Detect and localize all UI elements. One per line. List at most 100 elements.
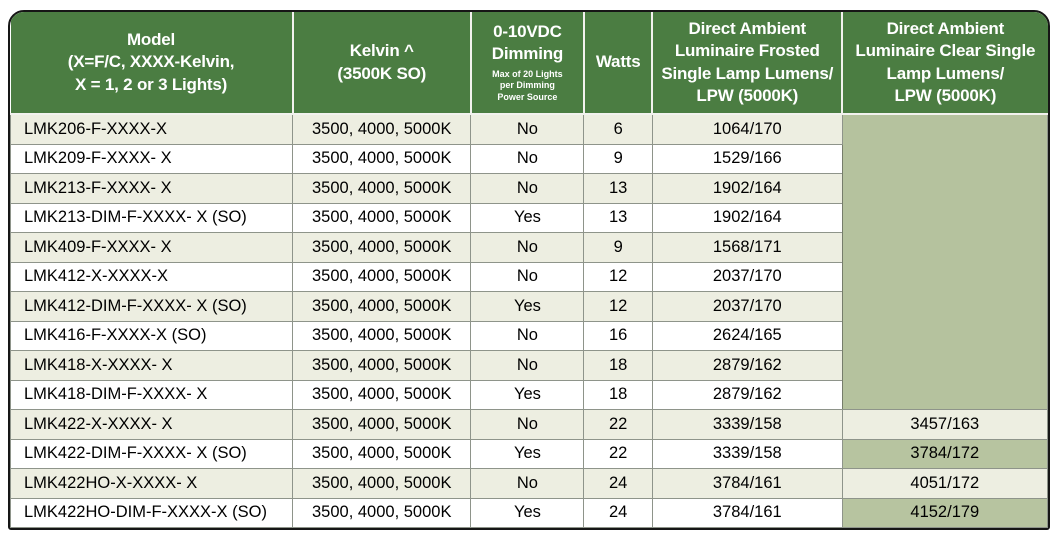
kelvin-cell: 3500, 4000, 5000K xyxy=(292,468,472,499)
model-cell: LMK412-X-XXXX-X xyxy=(10,261,294,292)
model-cell: LMK416-F-XXXX-X (SO) xyxy=(10,320,294,351)
watts-cell: 22 xyxy=(583,409,653,440)
dimming-cell: No xyxy=(470,320,585,351)
frosted-lumens-cell: 3339/158 xyxy=(651,438,843,469)
frosted-lumens-cell: 1568/171 xyxy=(651,232,843,263)
clear-lumens-empty-block xyxy=(841,113,1048,410)
kelvin-cell: 3500, 4000, 5000K xyxy=(292,232,472,263)
table-body: LMK206-F-XXXX-X 3500, 4000, 5000K No 6 1064/… xyxy=(10,113,1048,528)
watts-cell: 12 xyxy=(583,291,653,322)
frosted-lumens-cell: 1529/166 xyxy=(651,143,843,174)
watts-cell: 24 xyxy=(583,497,653,528)
table-header: Model (X=F/C, XXXX-Kelvin, X = 1, 2 or 3… xyxy=(10,12,1048,115)
dimming-cell: No xyxy=(470,173,585,204)
frosted-lumens-cell: 3339/158 xyxy=(651,409,843,440)
watts-cell: 22 xyxy=(583,438,653,469)
kelvin-cell: 3500, 4000, 5000K xyxy=(292,202,472,233)
table-row: LMK418-X-XXXX- X 3500, 4000, 5000K No 18 287… xyxy=(10,350,1048,381)
frosted-lumens-cell: 2879/162 xyxy=(651,350,843,381)
col-header-model: Model (X=F/C, XXXX-Kelvin, X = 1, 2 or 3… xyxy=(10,12,293,115)
model-cell: LMK422HO-DIM-F-XXXX-X (SO) xyxy=(10,497,294,528)
luminaire-spec-table: Model (X=F/C, XXXX-Kelvin, X = 1, 2 or 3… xyxy=(8,10,1050,530)
model-header-label: Model (X=F/C, XXXX-Kelvin, X = 1, 2 or 3… xyxy=(67,30,235,94)
dimming-cell: No xyxy=(470,350,585,381)
model-cell: LMK422-DIM-F-XXXX- X (SO) xyxy=(10,438,294,469)
header-row: Model (X=F/C, XXXX-Kelvin, X = 1, 2 or 3… xyxy=(10,12,1048,115)
frosted-lumens-cell: 2037/170 xyxy=(651,291,843,322)
table-row: LMK422HO-X-XXXX- X 3500, 4000, 5000K No 24 3… xyxy=(10,468,1048,499)
clear-lumens-cell: 4051/172 xyxy=(841,468,1048,499)
col-header-clear-lumens: Direct Ambient Luminaire Clear Single La… xyxy=(841,12,1048,115)
watts-cell: 24 xyxy=(583,468,653,499)
dimming-cell: Yes xyxy=(470,379,585,410)
dimming-cell: Yes xyxy=(470,497,585,528)
table-row: LMK412-X-XXXX-X 3500, 4000, 5000K No 12 2037… xyxy=(10,261,1048,292)
model-cell: LMK213-DIM-F-XXXX- X (SO) xyxy=(10,202,294,233)
frosted-lumens-header-label: Direct Ambient Luminaire Frosted Single … xyxy=(661,19,834,105)
dimming-header-label: 0-10VDC Dimming xyxy=(491,22,564,64)
clear-lumens-cell: 3784/172 xyxy=(841,438,1048,469)
watts-cell: 18 xyxy=(583,379,653,410)
table-row: LMK422HO-DIM-F-XXXX-X (SO) 3500, 4000, 50… xyxy=(10,497,1048,528)
frosted-lumens-cell: 2037/170 xyxy=(651,261,843,292)
model-cell: LMK409-F-XXXX- X xyxy=(10,232,294,263)
table-row: LMK409-F-XXXX- X 3500, 4000, 5000K No 9 1568… xyxy=(10,232,1048,263)
watts-cell: 16 xyxy=(583,320,653,351)
clear-lumens-cell: 4152/179 xyxy=(841,497,1048,528)
table-row: LMK422-DIM-F-XXXX- X (SO) 3500, 4000, 500… xyxy=(10,438,1048,469)
dimming-cell: No xyxy=(470,261,585,292)
clear-lumens-cell: 3457/163 xyxy=(841,409,1048,440)
model-cell: LMK412-DIM-F-XXXX- X (SO) xyxy=(10,291,294,322)
dimming-cell: Yes xyxy=(470,438,585,469)
table-row: LMK418-DIM-F-XXXX- X 3500, 4000, 5000K Yes… xyxy=(10,379,1048,410)
kelvin-cell: 3500, 4000, 5000K xyxy=(292,173,472,204)
frosted-lumens-cell: 2624/165 xyxy=(651,320,843,351)
col-header-kelvin: Kelvin ^ (3500K SO) xyxy=(291,12,471,115)
frosted-lumens-cell: 1902/164 xyxy=(651,173,843,204)
dimming-header-note: Max of 20 Lights per Dimming Power Sourc… xyxy=(492,68,563,102)
frosted-lumens-cell: 1064/170 xyxy=(651,113,843,145)
model-cell: LMK213-F-XXXX- X xyxy=(10,173,294,204)
watts-cell: 9 xyxy=(583,143,653,174)
dimming-cell: No xyxy=(470,113,585,145)
dimming-cell: No xyxy=(470,409,585,440)
table-row: LMK416-F-XXXX-X (SO) 3500, 4000, 5000K No 1… xyxy=(10,320,1048,351)
watts-header-label: Watts xyxy=(595,52,641,72)
kelvin-cell: 3500, 4000, 5000K xyxy=(292,320,472,351)
kelvin-cell: 3500, 4000, 5000K xyxy=(292,350,472,381)
frosted-lumens-cell: 1902/164 xyxy=(651,202,843,233)
model-cell: LMK418-DIM-F-XXXX- X xyxy=(10,379,294,410)
watts-cell: 9 xyxy=(583,232,653,263)
watts-cell: 13 xyxy=(583,173,653,204)
col-header-dimming: 0-10VDC Dimming Max of 20 Lights per Dim… xyxy=(469,12,584,115)
frosted-lumens-cell: 3784/161 xyxy=(651,497,843,528)
kelvin-cell: 3500, 4000, 5000K xyxy=(292,261,472,292)
kelvin-cell: 3500, 4000, 5000K xyxy=(292,497,472,528)
kelvin-cell: 3500, 4000, 5000K xyxy=(292,409,472,440)
kelvin-cell: 3500, 4000, 5000K xyxy=(292,379,472,410)
model-cell: LMK418-X-XXXX- X xyxy=(10,350,294,381)
model-cell: LMK206-F-XXXX-X xyxy=(10,113,294,145)
dimming-cell: Yes xyxy=(470,202,585,233)
col-header-watts: Watts xyxy=(582,12,653,115)
col-header-frosted-lumens: Direct Ambient Luminaire Frosted Single … xyxy=(651,12,843,115)
dimming-cell: No xyxy=(470,143,585,174)
kelvin-cell: 3500, 4000, 5000K xyxy=(292,291,472,322)
kelvin-cell: 3500, 4000, 5000K xyxy=(292,113,472,145)
spec-table: Model (X=F/C, XXXX-Kelvin, X = 1, 2 or 3… xyxy=(10,12,1048,528)
kelvin-cell: 3500, 4000, 5000K xyxy=(292,438,472,469)
model-cell: LMK422-X-XXXX- X xyxy=(10,409,294,440)
frosted-lumens-cell: 2879/162 xyxy=(651,379,843,410)
watts-cell: 6 xyxy=(583,113,653,145)
kelvin-cell: 3500, 4000, 5000K xyxy=(292,143,472,174)
dimming-cell: No xyxy=(470,468,585,499)
frosted-lumens-cell: 3784/161 xyxy=(651,468,843,499)
dimming-cell: No xyxy=(470,232,585,263)
table-row: LMK206-F-XXXX-X 3500, 4000, 5000K No 6 1064/… xyxy=(10,113,1048,410)
watts-cell: 13 xyxy=(583,202,653,233)
table-row: LMK422-X-XXXX- X 3500, 4000, 5000K No 22 333… xyxy=(10,409,1048,440)
watts-cell: 18 xyxy=(583,350,653,381)
dimming-cell: Yes xyxy=(470,291,585,322)
model-cell: LMK422HO-X-XXXX- X xyxy=(10,468,294,499)
clear-lumens-header-label: Direct Ambient Luminaire Clear Single La… xyxy=(855,19,1036,105)
